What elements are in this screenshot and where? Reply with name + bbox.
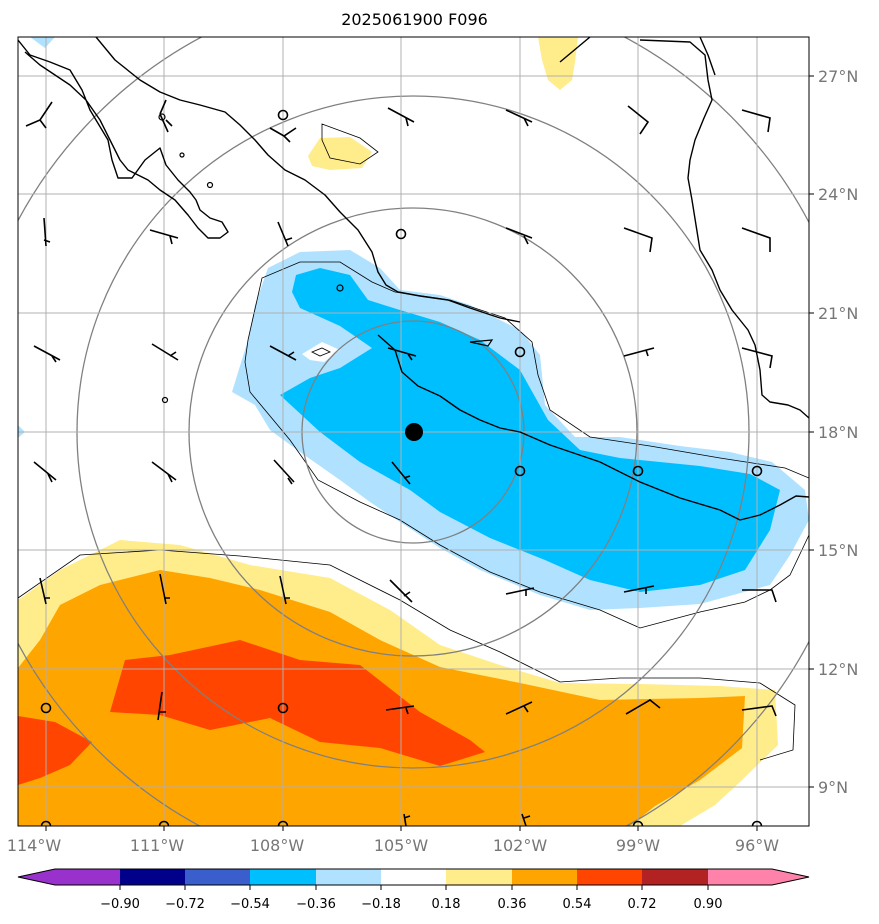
colorbar-tick-label: −0.54 [230, 897, 270, 912]
colorbar-segment [512, 869, 577, 885]
lon-label: 111°W [130, 836, 185, 855]
colorbar-tick-label: 0.36 [498, 897, 527, 912]
lon-label: 105°W [374, 836, 429, 855]
colorbar-segment [708, 869, 772, 885]
wind-barbs [25, 99, 777, 826]
colorbar-segment [446, 869, 512, 885]
lat-label: 24°N [818, 185, 858, 204]
colorbar: −0.90 −0.72 −0.54 −0.36 −0.18 0.18 0.36 … [17, 868, 810, 912]
lon-label: 96°W [735, 836, 779, 855]
contour-lines [18, 123, 809, 761]
map-title: 2025061900 F096 [341, 10, 488, 29]
lon-label: 99°W [616, 836, 660, 855]
lat-label: 12°N [818, 660, 858, 679]
colorbar-segment [55, 869, 120, 885]
colorbar-segment [120, 869, 185, 885]
positive-anomaly-region [18, 540, 778, 826]
calm-wind-markers [40, 109, 763, 826]
lon-label: 102°W [493, 836, 548, 855]
colorbar-extend-min [18, 869, 55, 885]
colorbar-segment [250, 869, 316, 885]
lon-label: 108°W [250, 836, 305, 855]
colorbar-tick-label: 0.90 [694, 897, 723, 912]
colorbar-tick-label: 0.18 [432, 897, 461, 912]
positive-anomaly-patch-north [538, 37, 578, 90]
graticule [18, 37, 809, 826]
colorbar-tick-label: −0.18 [361, 897, 401, 912]
coastline [18, 37, 809, 521]
lat-label: 21°N [818, 304, 858, 323]
colorbar-tick-label: −0.36 [296, 897, 336, 912]
storm-center-marker [405, 423, 423, 441]
lon-label: 114°W [7, 836, 62, 855]
colorbar-segment [577, 869, 642, 885]
colorbar-segment [642, 869, 708, 885]
colorbar-extend-max [772, 869, 809, 885]
colorbar-tick-label: −0.90 [100, 897, 140, 912]
colorbar-segment [185, 869, 250, 885]
colorbar-segment [381, 869, 446, 885]
lat-label: 27°N [818, 67, 858, 86]
colorbar-tick-label: 0.54 [563, 897, 592, 912]
lat-label: 9°N [818, 778, 848, 797]
colorbar-tick-label: −0.72 [165, 897, 205, 912]
colorbar-segment [316, 869, 381, 885]
colorbar-tick-label: 0.72 [628, 897, 657, 912]
lat-label: 18°N [818, 423, 858, 442]
lat-label: 15°N [818, 541, 858, 560]
